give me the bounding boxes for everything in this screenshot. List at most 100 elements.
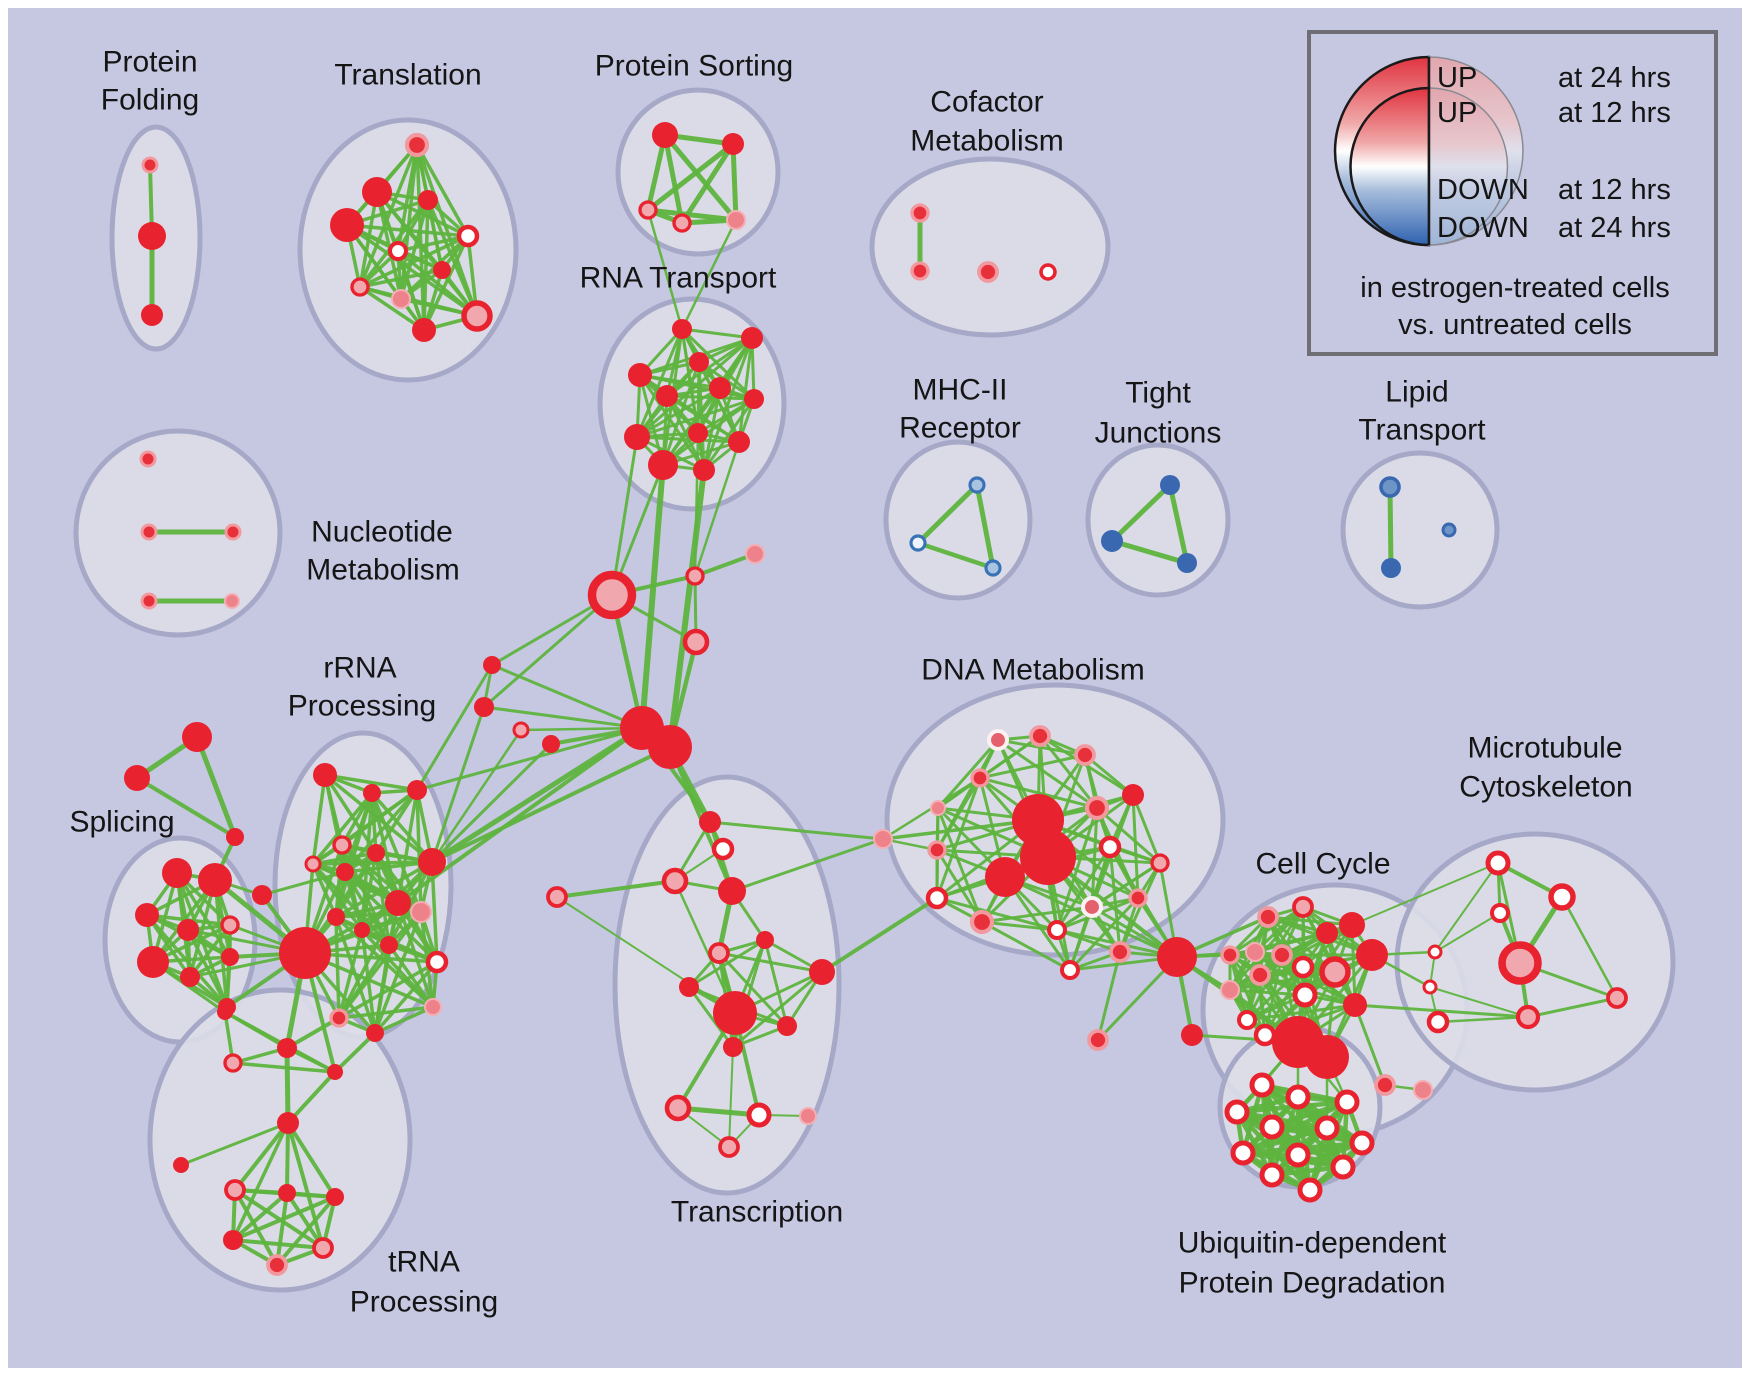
network-edge xyxy=(1353,1003,1530,1019)
legend-time-label-2: at 12 hrs xyxy=(1558,97,1671,129)
network-node-s8 xyxy=(137,946,169,978)
network-edge xyxy=(1068,896,1140,972)
network-node-m5 xyxy=(483,656,501,674)
network-edge xyxy=(415,788,423,914)
network-node-t1 xyxy=(362,177,392,207)
network-edge xyxy=(935,776,982,900)
network-edge xyxy=(1118,861,1162,954)
network-edge xyxy=(638,373,706,472)
network-edge xyxy=(285,1016,341,1050)
network-edge xyxy=(284,1045,291,1126)
network-edge xyxy=(980,920,1059,932)
cluster-label-protein-folding-line1: Protein xyxy=(102,46,197,79)
network-edge xyxy=(1434,912,1501,953)
cluster-label-cofactor-metabolism-line2: Metabolism xyxy=(910,125,1063,158)
legend-time-label-1: at 24 hrs xyxy=(1558,62,1671,94)
network-edge xyxy=(286,1070,337,1125)
network-edge xyxy=(188,923,232,979)
network-node-d18 xyxy=(1128,888,1148,908)
network-edge xyxy=(702,336,754,472)
network-node-t0 xyxy=(404,132,430,158)
network-edge xyxy=(323,773,419,792)
network-edge xyxy=(233,1121,290,1192)
cluster-label-dna-metabolism-line1: DNA Metabolism xyxy=(921,654,1144,687)
network-node-tn8 xyxy=(326,1188,344,1206)
network-node-tn2 xyxy=(277,1038,297,1058)
network-edge xyxy=(490,663,644,730)
network-edge xyxy=(680,218,738,331)
network-edge xyxy=(555,879,677,899)
network-node-r9 xyxy=(327,908,345,926)
network-node-nm0 xyxy=(139,450,157,468)
network-node-t10 xyxy=(412,318,436,342)
network-node-nm1 xyxy=(140,523,158,541)
network-node-mt8 xyxy=(1426,1010,1450,1034)
network-edge xyxy=(358,234,470,289)
network-node-t3 xyxy=(330,208,364,242)
network-node-tn3 xyxy=(327,1064,343,1080)
network-edge xyxy=(635,386,722,439)
network-edge xyxy=(667,467,707,750)
network-node-nm3 xyxy=(140,592,158,610)
network-node-r7 xyxy=(385,890,411,916)
network-node-rt4 xyxy=(656,385,678,407)
network-node-cf3 xyxy=(1039,263,1057,281)
network-edge xyxy=(881,818,1040,841)
network-node-d14 xyxy=(969,909,995,935)
legend-time-label-4: at 24 hrs xyxy=(1558,212,1671,244)
cluster-ellipse-cofactor-metabolism xyxy=(869,156,1111,338)
network-node-r14 xyxy=(366,1024,384,1042)
legend-direction-label-4: DOWN xyxy=(1437,212,1529,244)
cluster-label-cell-cycle-line1: Cell Cycle xyxy=(1255,848,1390,881)
network-node-t6 xyxy=(433,261,451,279)
network-node-d1 xyxy=(986,728,1010,752)
network-node-pf2 xyxy=(141,304,163,326)
network-edge xyxy=(702,397,756,472)
network-node-nm4 xyxy=(224,593,240,609)
network-edge xyxy=(1131,793,1162,865)
network-node-r8 xyxy=(418,848,446,876)
network-edge xyxy=(1228,988,1307,997)
cluster-label-mhc-ii-receptor-line1: MHC-II xyxy=(913,374,1008,407)
network-edge xyxy=(345,223,470,238)
network-node-s6 xyxy=(177,919,199,941)
network-node-u8 xyxy=(1285,1142,1311,1168)
cluster-label-trna-processing-line1: tRNA xyxy=(388,1246,460,1279)
network-node-r3 xyxy=(332,835,352,855)
legend-caption-line2: vs. untreated cells xyxy=(1398,309,1632,341)
cluster-label-ubiquitin-degradation-line1: Ubiquitin-dependent xyxy=(1178,1227,1447,1260)
network-edge xyxy=(675,1105,762,1118)
network-node-s12 xyxy=(252,885,272,905)
network-edge xyxy=(974,482,996,571)
network-edge xyxy=(285,1191,325,1250)
network-node-u3 xyxy=(1224,1099,1250,1125)
cluster-label-rrna-processing-line1: rRNA xyxy=(323,652,396,685)
network-node-tx11 xyxy=(723,1037,743,1057)
network-node-tn4 xyxy=(277,1112,299,1134)
network-node-r15 xyxy=(424,998,442,1016)
network-edge xyxy=(422,234,470,332)
network-edge xyxy=(1109,482,1173,544)
network-edge xyxy=(665,394,741,444)
network-edge xyxy=(610,435,639,597)
network-node-nm2 xyxy=(224,523,242,541)
network-node-d19 xyxy=(1109,941,1131,963)
network-edge xyxy=(360,851,378,932)
cluster-label-splicing-line1: Splicing xyxy=(69,806,174,839)
network-node-r16 xyxy=(425,950,449,974)
cluster-ellipse-mhc-ii-receptor xyxy=(883,439,1033,601)
network-node-rt0 xyxy=(672,319,692,339)
network-edge xyxy=(231,1061,337,1074)
network-node-tx5 xyxy=(756,931,774,949)
network-edge xyxy=(334,910,423,919)
network-node-u5 xyxy=(1314,1115,1340,1141)
network-node-tx0 xyxy=(699,811,721,833)
cluster-label-protein-folding-line2: Folding xyxy=(101,84,199,117)
network-edge xyxy=(728,1046,734,1148)
network-node-cc3 xyxy=(1271,944,1293,966)
network-edge xyxy=(430,728,523,864)
network-edge xyxy=(717,951,824,974)
network-node-ps1 xyxy=(722,133,744,155)
network-node-tj1 xyxy=(1101,530,1123,552)
